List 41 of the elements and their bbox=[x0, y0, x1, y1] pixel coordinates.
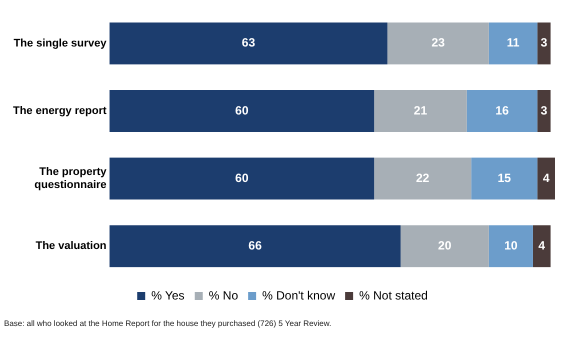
bar bbox=[110, 158, 374, 200]
data-label: 22 bbox=[416, 170, 430, 185]
data-label: 20 bbox=[438, 238, 452, 253]
bar bbox=[374, 158, 472, 200]
data-label: 60 bbox=[235, 170, 249, 185]
y-tick-label: The single survey bbox=[14, 37, 108, 50]
bar bbox=[466, 90, 538, 132]
bar bbox=[110, 22, 388, 64]
data-label: 60 bbox=[235, 103, 249, 118]
bar bbox=[537, 22, 551, 64]
bar bbox=[387, 22, 489, 64]
data-label: 63 bbox=[242, 36, 256, 50]
data-label: 4 bbox=[542, 170, 550, 185]
bar bbox=[400, 225, 489, 268]
bar bbox=[110, 90, 374, 132]
bar bbox=[374, 90, 467, 132]
data-label: 16 bbox=[495, 103, 510, 118]
y-tick-label: The valuation bbox=[36, 240, 107, 252]
bar bbox=[537, 90, 551, 132]
bar bbox=[471, 158, 538, 200]
data-label: 3 bbox=[540, 103, 548, 118]
data-label: 66 bbox=[248, 238, 262, 253]
data-label: 4 bbox=[538, 238, 546, 253]
y-tick-label: The energy report bbox=[12, 105, 107, 118]
data-label: 11 bbox=[506, 36, 520, 50]
bar bbox=[488, 225, 533, 268]
data-label: 23 bbox=[431, 36, 446, 50]
y-tick-label: The property questionnaire bbox=[34, 166, 108, 192]
legend-label: % No bbox=[208, 288, 238, 302]
text: Base: all who looked at the Home Report for the house they purchased (726) 5 Year Review. bbox=[4, 319, 332, 328]
legend-label: % Don't know bbox=[262, 288, 336, 302]
data-label: 21 bbox=[414, 103, 428, 118]
bar bbox=[537, 158, 555, 200]
data-label: 10 bbox=[504, 238, 518, 253]
data-label: 3 bbox=[540, 36, 548, 50]
data-label: 15 bbox=[498, 170, 512, 185]
bar bbox=[532, 225, 551, 268]
legend-label: % Yes bbox=[151, 288, 185, 302]
bar bbox=[488, 22, 538, 64]
bar bbox=[110, 225, 401, 268]
legend-label: % Not stated bbox=[359, 288, 428, 302]
